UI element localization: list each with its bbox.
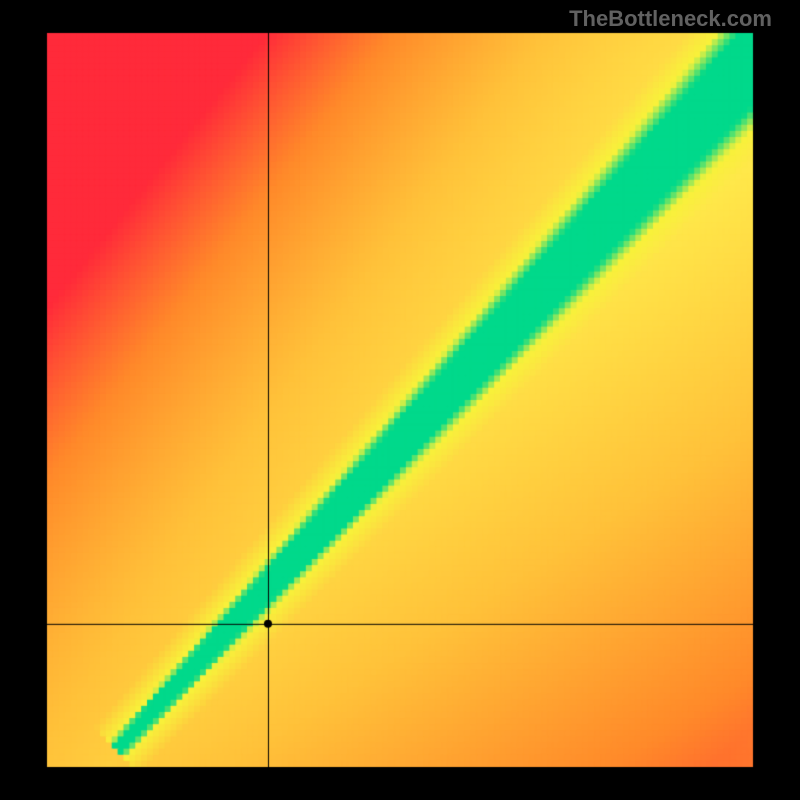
watermark-text: TheBottleneck.com bbox=[569, 6, 772, 32]
chart-container: TheBottleneck.com bbox=[0, 0, 800, 800]
heatmap-canvas bbox=[0, 0, 800, 800]
